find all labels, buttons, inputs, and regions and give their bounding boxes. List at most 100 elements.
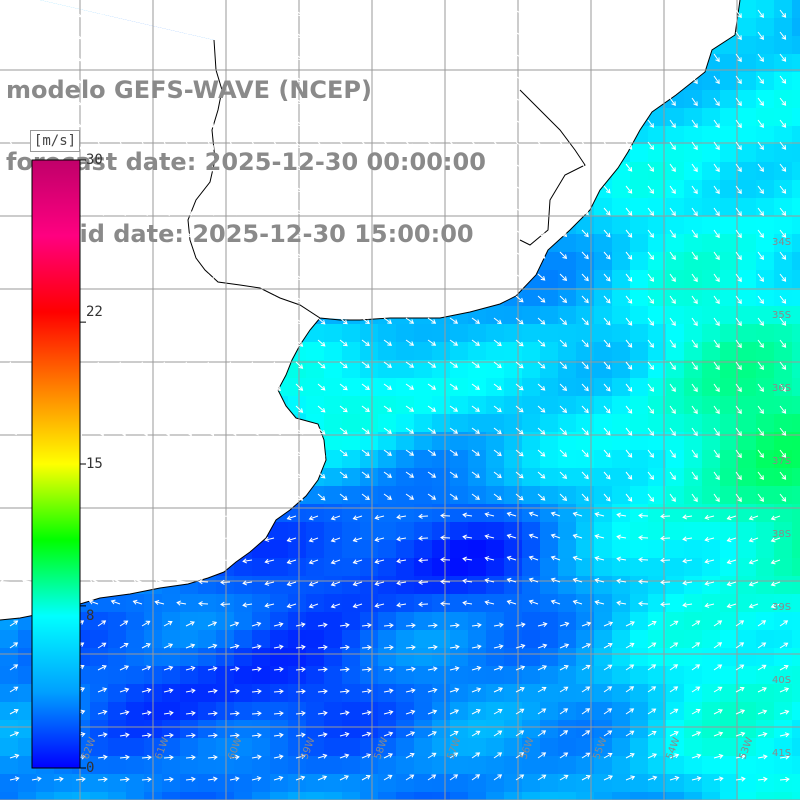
field-cell	[108, 738, 127, 757]
wind-arrow	[163, 31, 170, 41]
field-cell	[468, 720, 487, 739]
field-cell	[126, 630, 145, 649]
wind-arrow	[779, 141, 787, 150]
wind-arrow	[493, 405, 502, 413]
field-cell	[252, 558, 271, 577]
wind-arrow	[757, 273, 764, 282]
field-cell	[180, 684, 199, 703]
field-cell	[720, 234, 739, 253]
wind-arrow	[440, 535, 451, 541]
field-cell	[468, 558, 487, 577]
field-cell	[666, 288, 685, 307]
field-cell	[666, 738, 685, 757]
field-cell	[684, 252, 703, 271]
wind-arrow	[418, 535, 429, 541]
wind-arrow	[273, 75, 281, 84]
field-cell	[360, 486, 379, 505]
field-cell	[396, 504, 415, 523]
field-cell	[540, 432, 559, 451]
wind-arrow	[229, 9, 237, 18]
wind-arrow	[647, 163, 654, 172]
field-cell	[378, 774, 397, 793]
wind-arrow	[449, 53, 459, 60]
wind-arrow	[625, 295, 633, 304]
wind-arrow	[339, 53, 348, 61]
wind-arrow	[537, 185, 546, 193]
field-cell	[324, 666, 343, 685]
latitude-label: 41S	[772, 748, 791, 759]
wind-arrow	[361, 163, 370, 171]
field-cell	[774, 630, 793, 649]
wind-arrow	[229, 317, 237, 326]
field-cell	[612, 576, 631, 595]
field-cell	[666, 666, 685, 685]
field-cell	[504, 576, 523, 595]
field-cell	[288, 540, 307, 559]
field-cell	[576, 252, 595, 271]
wind-arrow	[405, 339, 415, 346]
field-cell	[666, 756, 685, 775]
wind-arrow	[22, 534, 33, 540]
field-cell	[702, 450, 721, 469]
field-cell	[612, 648, 631, 667]
field-cell	[612, 306, 631, 325]
wind-arrow	[229, 163, 237, 172]
field-cell	[756, 342, 775, 361]
field-cell	[450, 720, 469, 739]
field-cell	[270, 684, 289, 703]
wind-arrow	[559, 97, 568, 105]
field-cell	[198, 792, 217, 800]
wind-arrow	[229, 383, 237, 392]
wind-arrow	[559, 53, 568, 61]
wind-arrow	[207, 295, 215, 304]
field-cell	[396, 324, 415, 343]
field-cell	[162, 666, 181, 685]
wind-arrow	[581, 317, 589, 326]
field-cell	[342, 612, 361, 631]
field-cell	[666, 180, 685, 199]
field-cell	[324, 792, 343, 800]
field-cell	[576, 360, 595, 379]
field-cell	[738, 630, 757, 649]
field-cell	[774, 684, 793, 703]
wind-arrow	[119, 383, 126, 393]
field-cell	[432, 666, 451, 685]
field-cell	[612, 432, 631, 451]
wind-arrow	[339, 97, 348, 105]
field-cell	[648, 540, 667, 559]
field-cell	[558, 684, 577, 703]
wind-arrow	[53, 31, 61, 40]
wind-arrow	[471, 163, 480, 170]
wind-arrow	[220, 513, 231, 519]
wind-arrow	[757, 53, 764, 62]
field-cell	[450, 702, 469, 721]
field-cell	[648, 108, 667, 127]
wind-arrow	[493, 163, 502, 171]
wind-arrow	[603, 251, 611, 260]
wind-arrow	[603, 31, 611, 40]
wind-arrow	[581, 295, 589, 304]
field-cell	[648, 630, 667, 649]
wind-arrow	[625, 163, 633, 172]
field-cell	[756, 54, 775, 73]
wind-arrow	[295, 471, 304, 479]
wind-arrow	[185, 339, 192, 349]
wind-arrow	[75, 53, 83, 62]
wind-arrow	[273, 361, 281, 370]
wind-arrow	[295, 427, 304, 435]
wind-arrow	[559, 471, 568, 479]
field-cell	[540, 450, 559, 469]
wind-arrow	[647, 53, 654, 62]
field-cell	[450, 648, 469, 667]
field-cell	[630, 522, 649, 541]
field-cell	[630, 666, 649, 685]
field-cell	[756, 594, 775, 613]
field-cell	[234, 774, 253, 793]
field-cell	[90, 720, 109, 739]
wind-arrow	[493, 339, 502, 347]
field-cell	[360, 522, 379, 541]
wind-arrow	[581, 493, 589, 502]
wind-arrow	[735, 493, 742, 503]
wind-arrow	[449, 185, 459, 192]
field-cell	[396, 648, 415, 667]
